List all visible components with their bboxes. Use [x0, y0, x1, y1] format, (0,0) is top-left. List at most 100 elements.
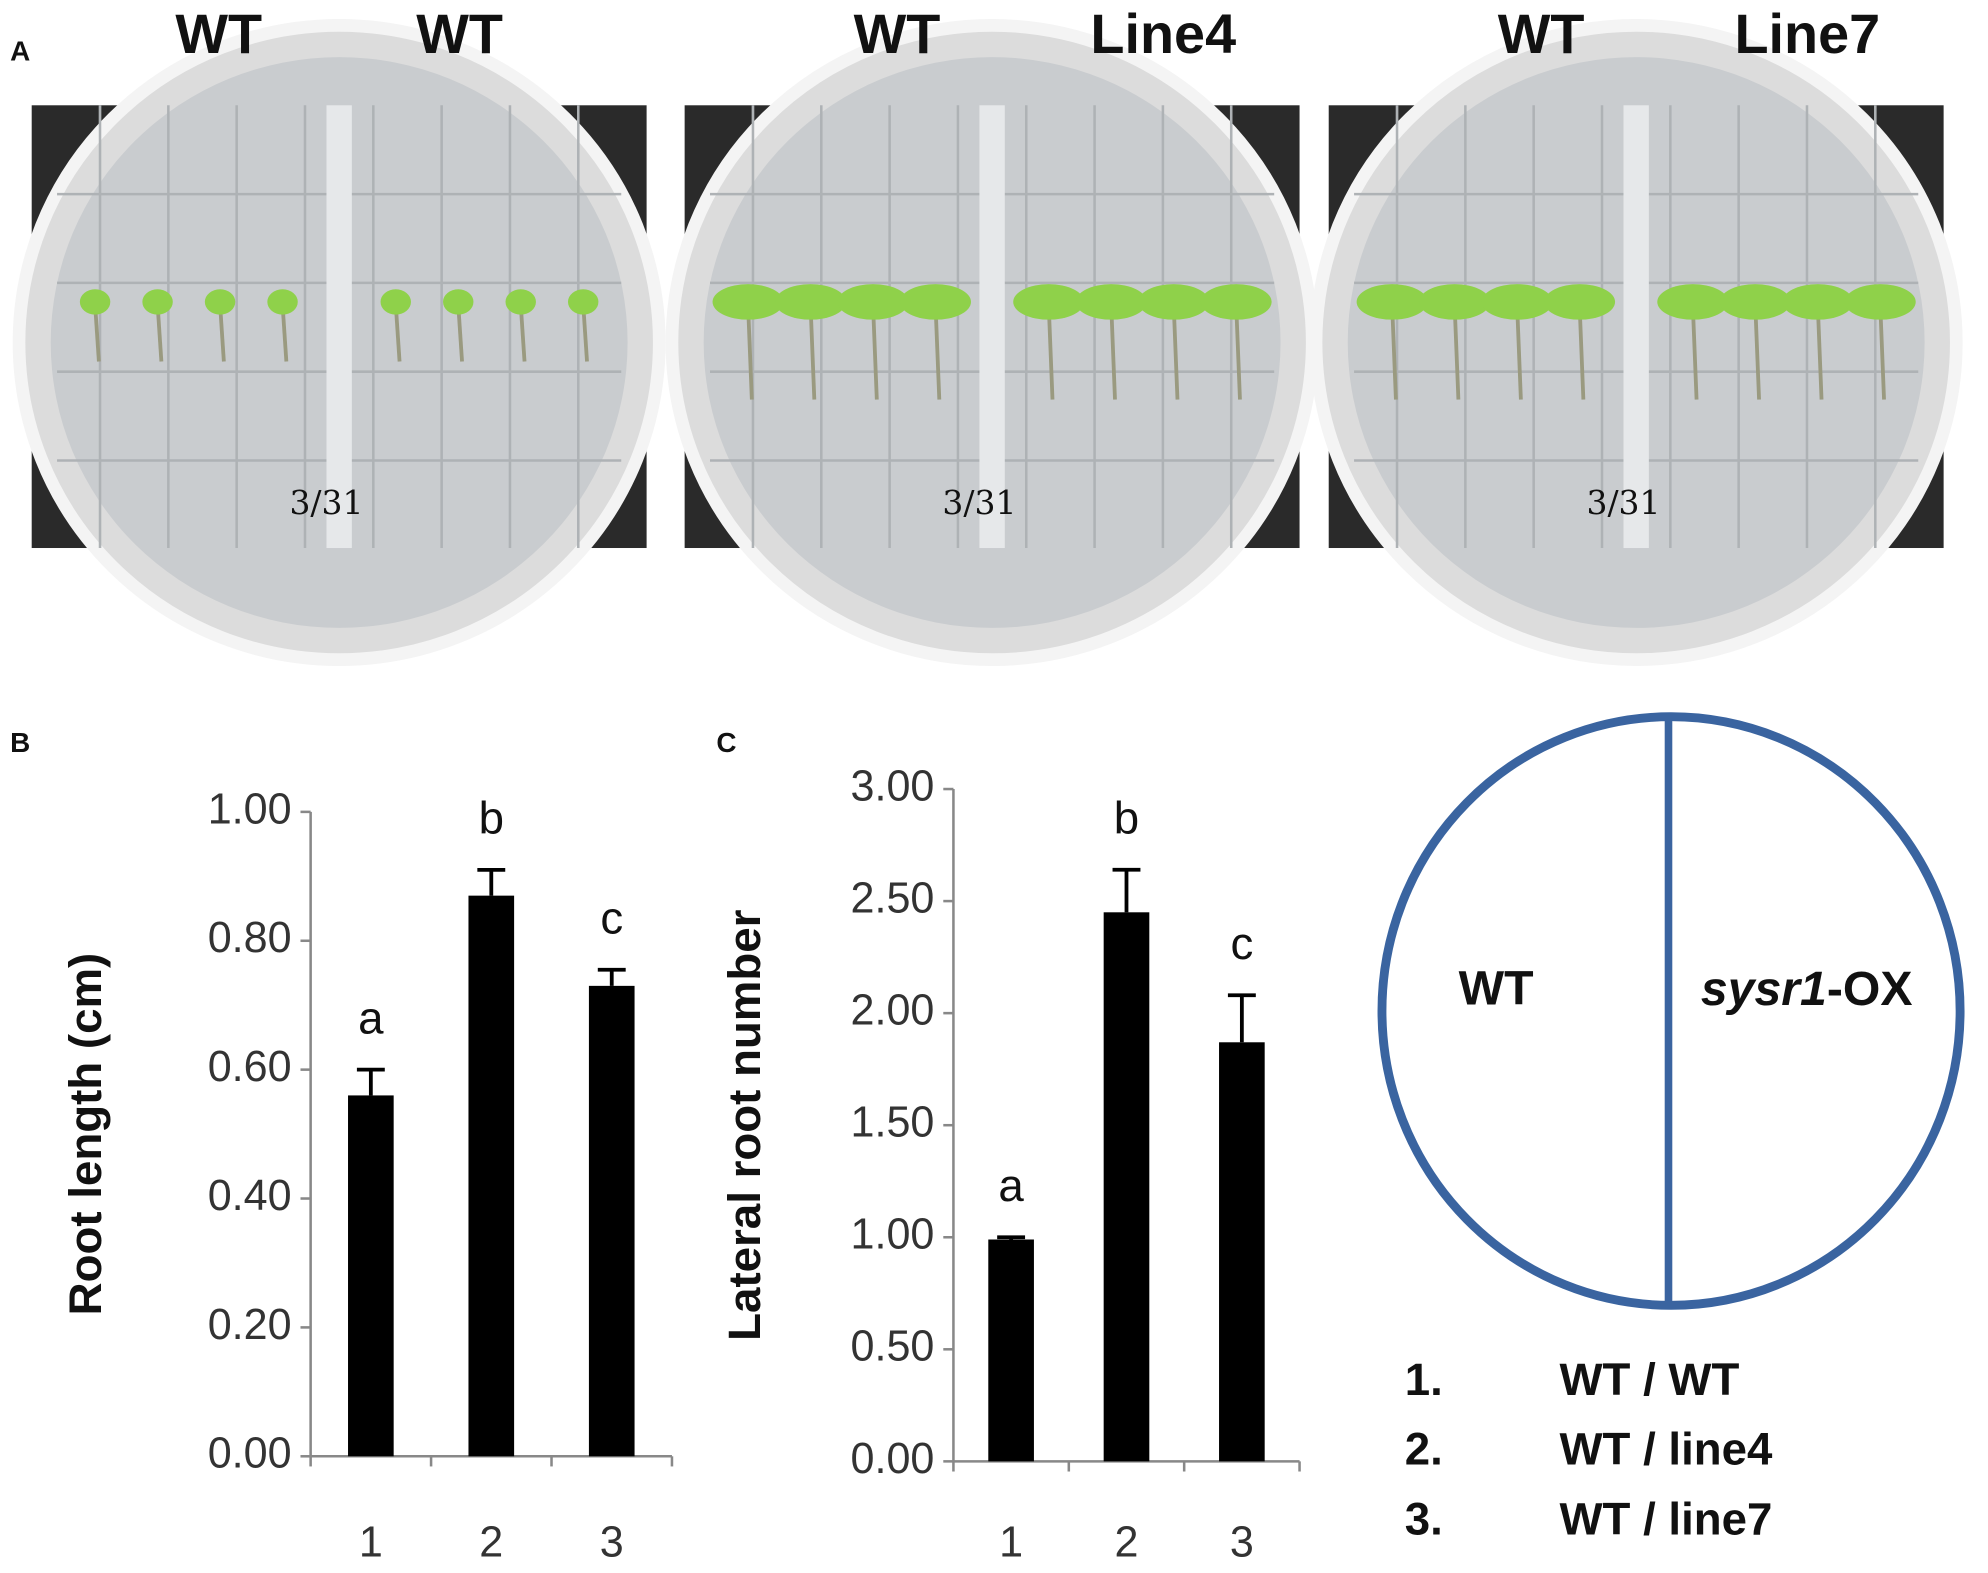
- seedling: [1844, 284, 1916, 320]
- plate-note: 3/31: [289, 483, 363, 522]
- significance-letter: b: [479, 793, 504, 844]
- y-tick-label: 1.50: [851, 1099, 935, 1147]
- y-axis-label: Lateral root number: [719, 909, 770, 1340]
- significance-letter: b: [1114, 793, 1139, 844]
- legend-text: WT / line4: [1559, 1424, 1773, 1475]
- legend-text: WT / WT: [1559, 1354, 1739, 1405]
- seedling: [837, 284, 909, 320]
- charts: 0.00 0.20 0.40 0.60 0.80 1.00 Root length (cm)…: [60, 762, 1301, 1566]
- y-tick-label: 0.60: [208, 1043, 292, 1091]
- plate: 3/31: [665, 19, 1319, 666]
- y-tick-label: 0.80: [208, 914, 292, 962]
- seedling: [380, 289, 411, 315]
- root: [1515, 304, 1523, 400]
- y-tick-label: 3.00: [851, 762, 935, 810]
- seedling: [1544, 284, 1616, 320]
- bar: [468, 895, 515, 1457]
- plate: 3/31: [12, 19, 666, 666]
- bar: [1103, 912, 1150, 1462]
- root: [808, 304, 817, 400]
- plate-label: Line4: [1090, 2, 1236, 65]
- root: [1815, 304, 1824, 400]
- seedling: [1013, 284, 1085, 320]
- root: [871, 304, 879, 400]
- bar: [1219, 1042, 1265, 1462]
- dish-divider: [326, 105, 352, 549]
- diagram-label-italic: sysr1: [1701, 962, 1827, 1016]
- y-tick-label: 1.00: [208, 785, 292, 833]
- legend-text: WT / line7: [1559, 1493, 1772, 1544]
- panel-label: A: [10, 36, 30, 67]
- root: [933, 304, 942, 400]
- x-tick-label: 3: [600, 1518, 624, 1566]
- seedling: [1782, 284, 1854, 320]
- root: [1046, 304, 1055, 400]
- seedling: [142, 289, 173, 315]
- y-tick-label: 0.50: [851, 1323, 935, 1371]
- seedling: [899, 284, 971, 320]
- seedling: [1138, 284, 1210, 320]
- dish-divider: [1623, 105, 1649, 549]
- plate-label: WT: [416, 2, 503, 65]
- x-tick-label: 3: [1230, 1518, 1254, 1566]
- root: [1753, 304, 1761, 400]
- plate-note: 3/31: [1586, 483, 1660, 522]
- seedling: [1481, 284, 1553, 320]
- y-tick-label: 0.40: [208, 1172, 292, 1220]
- x-tick-label: 2: [479, 1518, 503, 1566]
- significance-letter: c: [1230, 918, 1253, 969]
- seedling: [204, 289, 236, 315]
- seedling: [1200, 284, 1272, 320]
- plate-note: 3/31: [942, 483, 1016, 522]
- seedling: [79, 289, 111, 315]
- x-tick-label: 1: [999, 1518, 1023, 1566]
- plate: 3/31: [1309, 19, 1963, 666]
- root: [1878, 304, 1886, 400]
- seedling: [1719, 284, 1791, 320]
- y-tick-label: 2.50: [851, 874, 935, 922]
- y-tick-label: 0.00: [851, 1435, 935, 1483]
- seedling: [505, 289, 536, 315]
- diagram-label: sysr1-OX: [1701, 962, 1913, 1016]
- y-tick-label: 2.00: [851, 987, 935, 1035]
- root: [1234, 304, 1242, 400]
- plate-label: WT: [175, 2, 262, 65]
- bar: [988, 1239, 1034, 1462]
- diagram: WT sysr1-OX 1. WT / WT 2. WT / line4 3. WT / …: [1377, 712, 1965, 1544]
- root: [1577, 304, 1586, 400]
- panel-label: B: [10, 727, 30, 758]
- y-tick-label: 1.00: [851, 1211, 935, 1259]
- root: [1109, 304, 1117, 400]
- seedling: [267, 289, 298, 315]
- root: [1690, 304, 1699, 400]
- seedling: [1356, 284, 1428, 320]
- bar-chart: 0.00 0.50 1.00 1.50 2.00 2.50 3.00 Lateral root…: [719, 762, 1301, 1566]
- legend-number: 2.: [1405, 1424, 1443, 1475]
- plate-label: WT: [1498, 2, 1585, 65]
- root: [1452, 304, 1461, 400]
- legend-number: 1.: [1405, 1354, 1443, 1405]
- plate-label: WT: [854, 2, 941, 65]
- seedling: [568, 289, 599, 315]
- seedling: [775, 284, 847, 320]
- y-tick-label: 0.00: [208, 1430, 292, 1478]
- bar: [588, 985, 635, 1457]
- seedling: [443, 289, 474, 315]
- root: [1171, 304, 1180, 400]
- dish-divider: [979, 105, 1005, 549]
- significance-letter: a: [358, 992, 384, 1043]
- bar: [348, 1095, 394, 1457]
- panel-label: C: [716, 727, 736, 758]
- root: [746, 304, 754, 400]
- seedling: [1657, 284, 1729, 320]
- significance-letter: a: [998, 1160, 1024, 1211]
- plate-photos: 3/31 3/31 3/31: [12, 19, 1963, 666]
- y-axis-label: Root length (cm): [60, 953, 111, 1316]
- x-tick-label: 2: [1115, 1518, 1139, 1566]
- x-tick-label: 1: [359, 1518, 383, 1566]
- significance-letter: c: [600, 893, 623, 944]
- diagram-label: WT: [1459, 962, 1534, 1016]
- root: [1390, 304, 1398, 400]
- seedling: [712, 284, 784, 320]
